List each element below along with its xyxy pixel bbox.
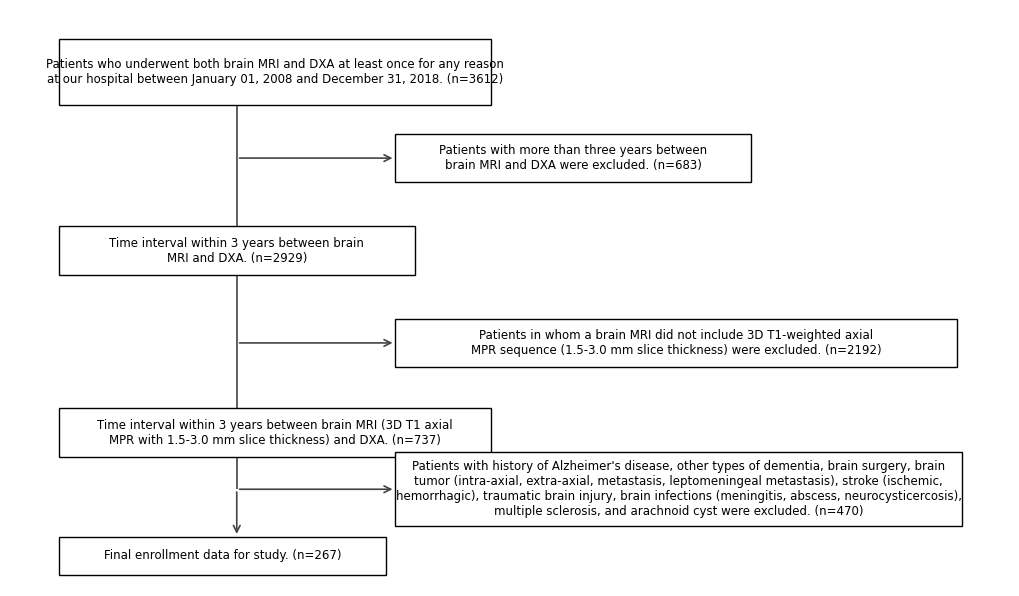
- Text: Patients in whom a brain MRI did not include 3D T1-weighted axial
MPR sequence (: Patients in whom a brain MRI did not inc…: [471, 329, 880, 357]
- FancyBboxPatch shape: [59, 39, 491, 105]
- FancyBboxPatch shape: [395, 134, 750, 182]
- Text: Time interval within 3 years between brain
MRI and DXA. (n=2929): Time interval within 3 years between bra…: [109, 237, 364, 265]
- FancyBboxPatch shape: [395, 452, 961, 526]
- Text: Patients with history of Alzheimer's disease, other types of dementia, brain sur: Patients with history of Alzheimer's dis…: [395, 460, 961, 519]
- FancyBboxPatch shape: [59, 408, 491, 457]
- Text: Time interval within 3 years between brain MRI (3D T1 axial
MPR with 1.5-3.0 mm : Time interval within 3 years between bra…: [97, 419, 452, 447]
- Text: Patients with more than three years between
brain MRI and DXA were excluded. (n=: Patients with more than three years betw…: [438, 144, 706, 172]
- Text: Patients who underwent both brain MRI and DXA at least once for any reason
at ou: Patients who underwent both brain MRI an…: [46, 58, 503, 86]
- FancyBboxPatch shape: [395, 318, 957, 367]
- FancyBboxPatch shape: [59, 537, 385, 575]
- FancyBboxPatch shape: [59, 226, 414, 275]
- Text: Final enrollment data for study. (n=267): Final enrollment data for study. (n=267): [104, 550, 340, 563]
